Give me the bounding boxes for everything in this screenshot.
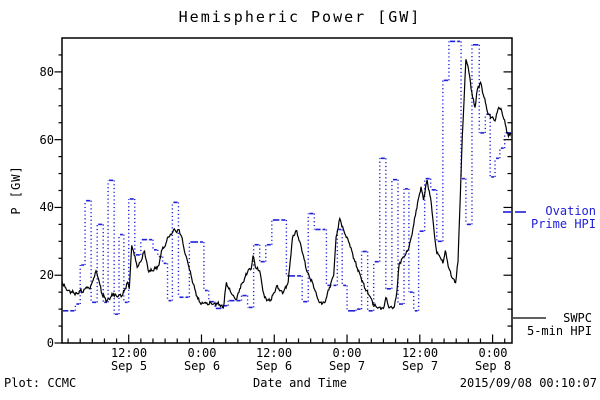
legend-swpc-line1: SWPC (563, 311, 592, 325)
legend-swpc: SWPC 5-min HPI (527, 312, 592, 338)
footer-timestamp: 2015/09/08 00:10:07 (459, 376, 597, 390)
x-tick-label-4: 0:00 Sep 7 (328, 346, 366, 373)
legend-ovation-line2: Prime HPI (530, 217, 596, 231)
footer-source: Plot: CCMC (4, 376, 77, 390)
x-tick-label-3: 12:00 Sep 6 (255, 346, 293, 373)
y-tick-label-0: 0 (46, 336, 54, 350)
y-tick-label-60: 60 (39, 133, 54, 147)
x-tick-label-1: 12:00 Sep 5 (110, 346, 148, 373)
y-tick-label-80: 80 (39, 65, 54, 79)
x-tick-label-6: 0:00 Sep 8 (474, 346, 512, 373)
chart-title: Hemispheric Power [GW] (178, 8, 422, 26)
legend-swpc-line2: 5-min HPI (526, 324, 592, 338)
x-tick-label-5: 12:00 Sep 7 (401, 346, 439, 373)
legend-ovation-line1: Ovation (545, 204, 596, 218)
y-axis-label: P [GW] (9, 165, 23, 215)
x-axis-title: Date and Time (253, 376, 347, 390)
y-tick-label-20: 20 (39, 268, 54, 282)
x-tick-label-2: 0:00 Sep 6 (183, 346, 221, 373)
y-tick-label-40: 40 (39, 200, 54, 214)
legend-ovation: Ovation Prime HPI (531, 205, 596, 231)
